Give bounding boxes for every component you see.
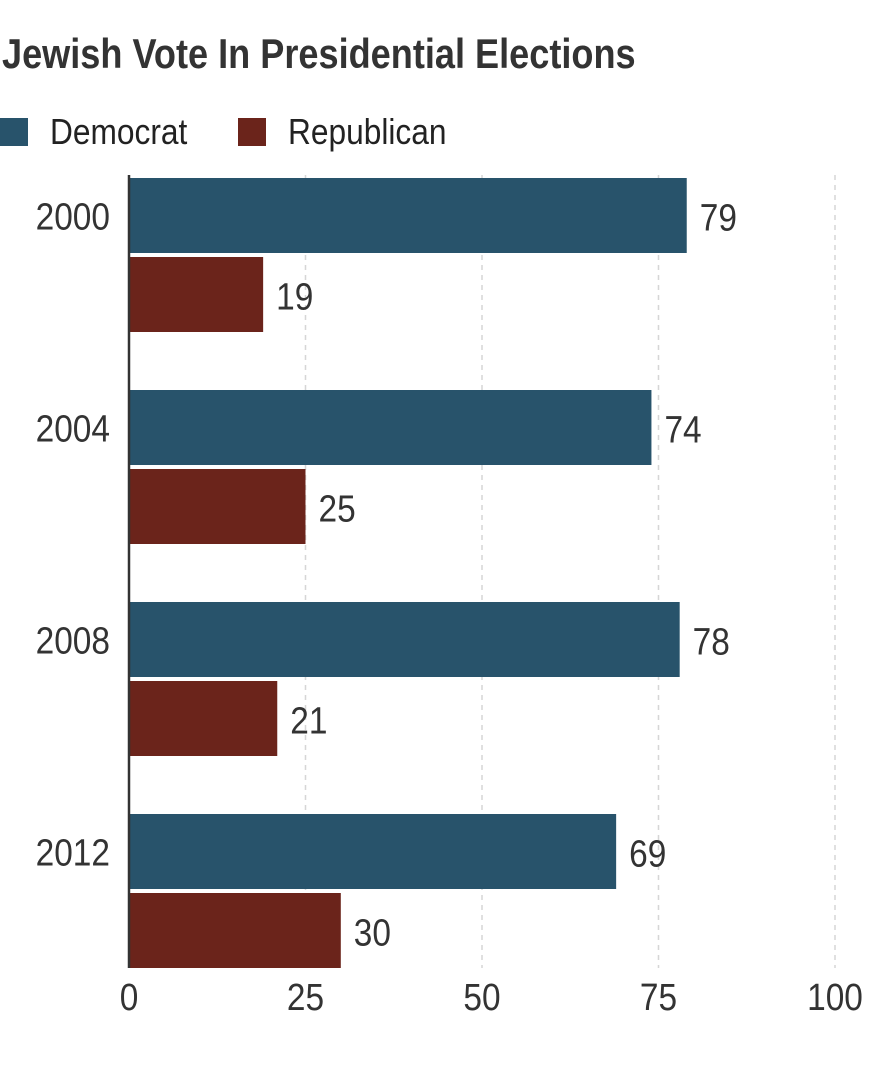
legend-label-democrat: Democrat — [50, 111, 188, 152]
x-tick-label-75: 75 — [640, 976, 677, 1018]
bar-republican-2012 — [129, 893, 341, 968]
data-label-democrat-2000: 79 — [700, 197, 737, 239]
data-label-republican-2000: 19 — [276, 276, 313, 318]
bar-democrat-2012 — [129, 814, 617, 889]
category-label-2008: 2008 — [36, 620, 110, 662]
data-label-republican-2012: 30 — [354, 912, 391, 954]
category-label-2004: 2004 — [36, 408, 110, 450]
x-tick-label-0: 0 — [120, 976, 139, 1018]
data-label-democrat-2008: 78 — [693, 621, 730, 663]
x-tick-label-25: 25 — [287, 976, 324, 1018]
data-label-republican-2004: 25 — [319, 488, 356, 530]
data-label-republican-2008: 21 — [290, 700, 327, 742]
data-label-democrat-2012: 69 — [629, 833, 666, 875]
legend-label-republican: Republican — [288, 111, 447, 152]
bar-republican-2000 — [129, 257, 264, 332]
chart-title: Jewish Vote In Presidential Elections — [2, 30, 636, 77]
legend-swatch-democrat — [0, 118, 28, 146]
data-label-democrat-2004: 74 — [664, 409, 701, 451]
x-tick-label-50: 50 — [463, 976, 500, 1018]
x-tick-label-100: 100 — [807, 976, 863, 1018]
bar-republican-2004 — [129, 469, 306, 544]
bar-democrat-2000 — [129, 178, 687, 253]
legend-item-democrat: Democrat — [0, 111, 206, 153]
bar-democrat-2004 — [129, 390, 652, 465]
category-label-2012: 2012 — [36, 832, 110, 874]
legend-item-republican: Republican — [238, 111, 468, 153]
bar-republican-2008 — [129, 681, 278, 756]
legend-swatch-republican — [238, 118, 267, 146]
category-label-2000: 2000 — [36, 196, 110, 238]
legend: Democrat Republican — [0, 110, 500, 154]
bar-democrat-2008 — [129, 602, 680, 677]
